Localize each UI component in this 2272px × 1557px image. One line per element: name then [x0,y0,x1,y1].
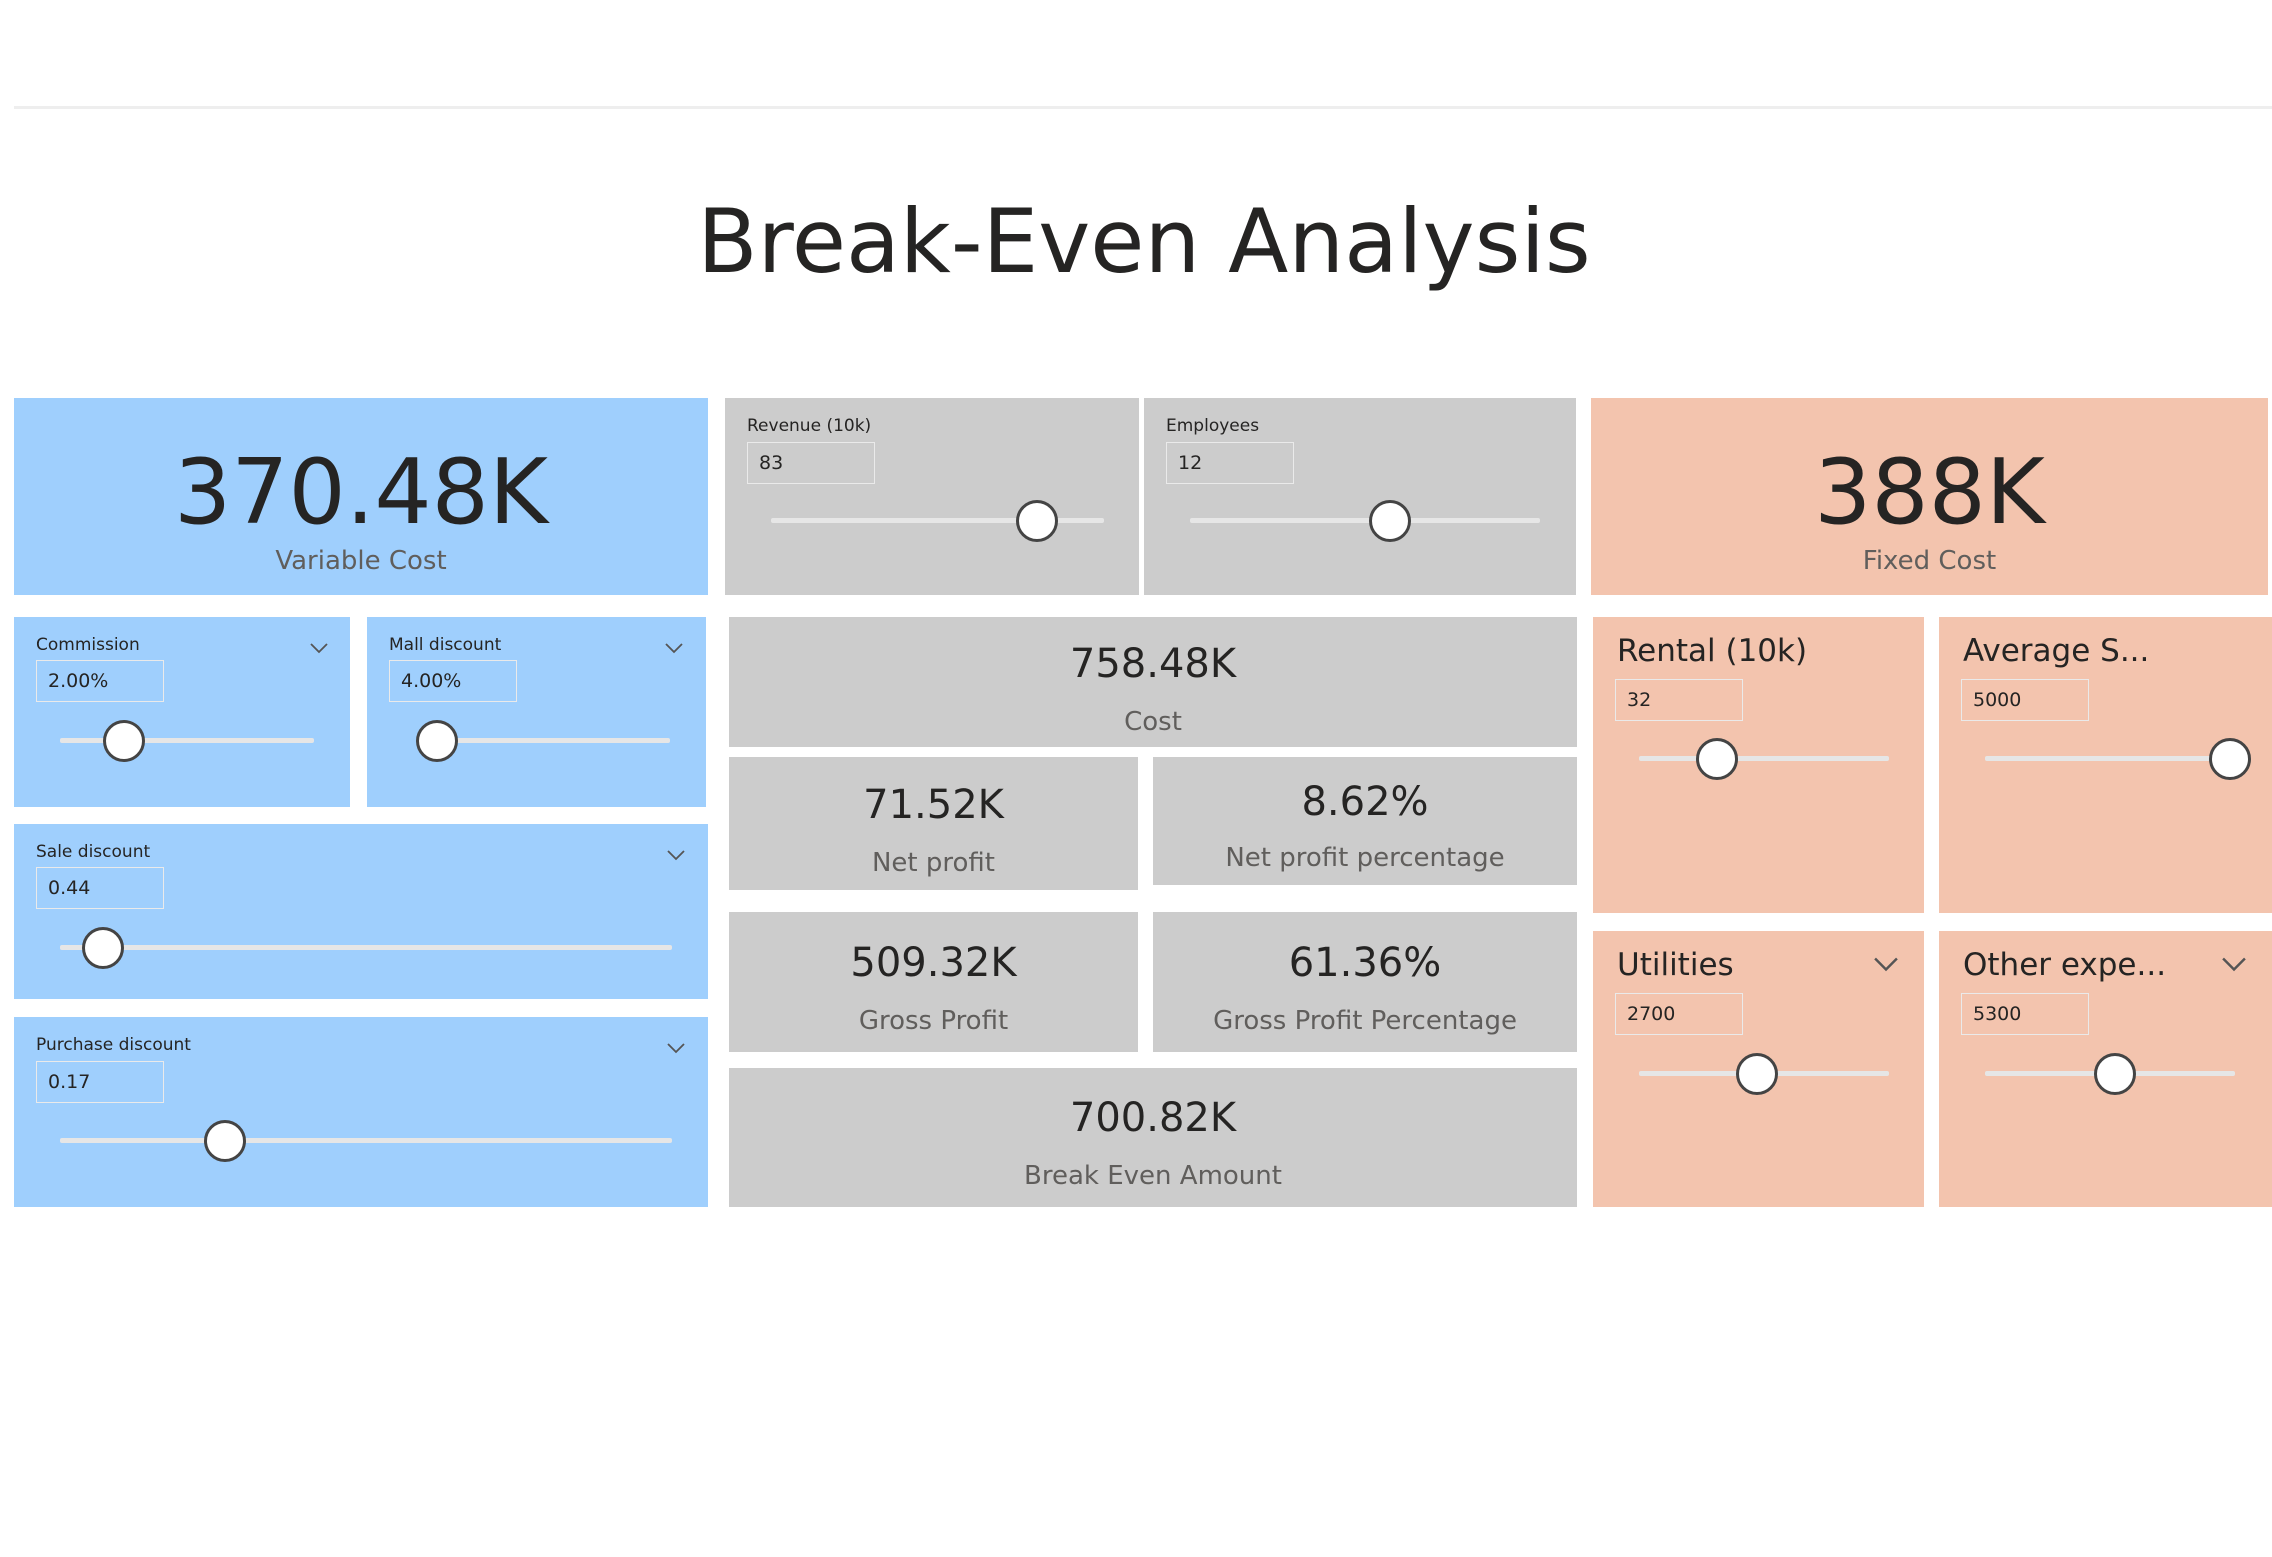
purchase-discount-slicer-title: Purchase discount [36,1035,191,1055]
gross-profit-percentage-value: 61.36% [1288,940,1442,986]
rental-slicer: Rental (10k) 32 [1593,617,1924,913]
mall-discount-slicer: Mall discount 4.00% [367,617,706,807]
employees-input[interactable]: 12 [1166,442,1294,484]
utilities-slicer: Utilities 2700 [1593,931,1924,1207]
commission-slicer: Commission 2.00% [14,617,350,807]
purchase-discount-slicer: Purchase discount 0.17 [14,1017,708,1207]
gross-profit-value: 509.32K [850,940,1017,986]
average-s-slider-track[interactable] [1985,756,2230,761]
slider-thumb[interactable] [1735,1052,1778,1095]
chevron-down-icon[interactable] [663,637,685,659]
sale-discount-slicer-title: Sale discount [36,842,151,862]
fixed-cost-label: Fixed Cost [1862,546,1997,576]
rental-input[interactable]: 32 [1615,679,1743,721]
chevron-down-icon[interactable] [2219,949,2249,979]
average-s-input[interactable]: 5000 [1961,679,2089,721]
page-title: Break-Even Analysis [697,190,1591,293]
slider-thumb[interactable] [1016,499,1059,542]
purchase-discount-slider-track[interactable] [60,1138,672,1143]
rental-slicer-title: Rental (10k) [1617,633,1808,669]
chevron-down-icon[interactable] [665,1037,687,1059]
employees-slider-track[interactable] [1190,518,1540,523]
net-profit-percentage-label: Net profit percentage [1225,843,1505,873]
mall-discount-slider-track[interactable] [437,738,670,743]
slider-thumb[interactable] [102,719,145,762]
employees-slicer: Employees 12 [1144,398,1576,595]
variable-cost-card: 370.48K Variable Cost [14,398,708,595]
mall-discount-input[interactable]: 4.00% [389,660,517,702]
gross-profit-percentage-card: 61.36% Gross Profit Percentage [1153,912,1577,1052]
slider-thumb[interactable] [81,926,124,969]
utilities-slicer-title: Utilities [1617,947,1734,983]
mall-discount-slicer-title: Mall discount [389,635,502,655]
other-expe-slicer: Other expe... 5300 [1939,931,2272,1207]
cost-label: Cost [1124,707,1182,737]
slider-thumb[interactable] [416,719,458,762]
cost-card: 758.48K Cost [729,617,1577,747]
gross-profit-card: 509.32K Gross Profit [729,912,1138,1052]
average-s-slicer-title: Average S... [1963,633,2150,669]
net-profit-label: Net profit [871,848,995,878]
revenue-input[interactable]: 83 [747,442,875,484]
utilities-input[interactable]: 2700 [1615,993,1743,1035]
revenue-slicer-title: Revenue (10k) [747,416,872,436]
other-expe-slicer-title: Other expe... [1963,947,2167,983]
slider-thumb[interactable] [2209,737,2251,780]
rental-slider-track[interactable] [1639,756,1889,761]
header-divider [14,106,2272,109]
fixed-cost-card: 388K Fixed Cost [1591,398,2268,595]
fixed-cost-value: 388K [1814,440,2045,545]
chevron-down-icon[interactable] [665,844,687,866]
break-even-card: 700.82K Break Even Amount [729,1068,1577,1207]
other-expe-input[interactable]: 5300 [1961,993,2089,1035]
sale-discount-slider-track[interactable] [60,945,672,950]
net-profit-percentage-card: 8.62% Net profit percentage [1153,757,1577,885]
slider-thumb[interactable] [2094,1052,2136,1095]
net-profit-value: 71.52K [863,782,1004,828]
net-profit-percentage-value: 8.62% [1301,779,1429,825]
employees-slicer-title: Employees [1166,416,1260,436]
slider-thumb[interactable] [204,1119,247,1162]
revenue-slider-track[interactable] [771,518,1104,523]
slider-thumb[interactable] [1368,499,1411,542]
slider-thumb[interactable] [1695,737,1738,780]
sale-discount-slicer: Sale discount 0.44 [14,824,708,999]
gross-profit-percentage-label: Gross Profit Percentage [1213,1006,1517,1036]
cost-value: 758.48K [1069,641,1237,687]
variable-cost-label: Variable Cost [275,546,447,576]
revenue-slicer: Revenue (10k) 83 [725,398,1139,595]
purchase-discount-input[interactable]: 0.17 [36,1061,164,1103]
chevron-down-icon[interactable] [308,637,330,659]
break-even-label: Break Even Amount [1024,1161,1282,1191]
sale-discount-input[interactable]: 0.44 [36,867,164,909]
average-s-slicer: Average S... 5000 [1939,617,2272,913]
gross-profit-label: Gross Profit [858,1006,1009,1036]
commission-slider-track[interactable] [60,738,314,743]
commission-slicer-title: Commission [36,635,140,655]
variable-cost-value: 370.48K [174,440,548,545]
commission-input[interactable]: 2.00% [36,660,164,702]
break-even-value: 700.82K [1069,1095,1237,1141]
chevron-down-icon[interactable] [1871,949,1901,979]
net-profit-card: 71.52K Net profit [729,757,1138,890]
